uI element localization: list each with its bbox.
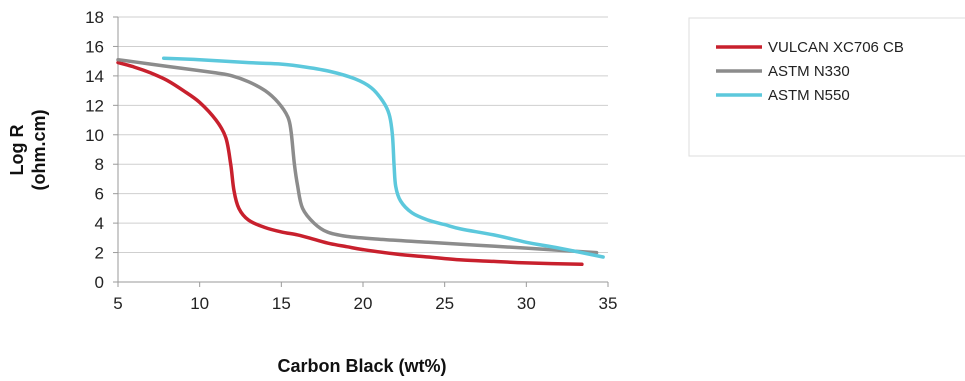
x-tick-label: 35 xyxy=(599,294,618,313)
y-tick-label: 14 xyxy=(85,67,104,86)
x-tick-label: 25 xyxy=(435,294,454,313)
series-line xyxy=(161,56,605,259)
legend-label: VULCAN XC706 CB xyxy=(768,39,904,56)
y-tick-labels: 0 2 4 6 8 10 12 14 16 18 xyxy=(85,8,104,292)
x-tick-label: 20 xyxy=(354,294,373,313)
legend-items: VULCAN XC706 CB ASTM N330 ASTM N550 xyxy=(716,39,904,104)
x-tick-label: 5 xyxy=(113,294,122,313)
y-tick-label: 0 xyxy=(95,273,104,292)
gridlines xyxy=(118,16,608,254)
y-tick-label: 6 xyxy=(95,185,104,204)
y-tick-label: 2 xyxy=(95,244,104,263)
y-tick-label: 18 xyxy=(85,8,104,27)
x-tick-label: 15 xyxy=(272,294,291,313)
x-tick-labels: 5 10 15 20 25 30 35 xyxy=(113,294,617,313)
y-tick-label: 16 xyxy=(85,37,104,56)
legend-label: ASTM N550 xyxy=(768,87,850,104)
y-tick-label: 8 xyxy=(95,155,104,174)
x-tick-label: 10 xyxy=(190,294,209,313)
y-axis-title-line1: Log R xyxy=(7,125,27,176)
y-tick-label: 12 xyxy=(85,96,104,115)
y-tick-label: 4 xyxy=(95,214,104,233)
series-line xyxy=(116,60,584,267)
x-axis-title: Carbon Black (wt%) xyxy=(277,356,446,376)
y-tick-label: 10 xyxy=(85,126,104,145)
legend-label: ASTM N330 xyxy=(768,63,850,80)
legend-box xyxy=(688,17,965,157)
series-line xyxy=(116,57,599,255)
legend: VULCAN XC706 CB ASTM N330 ASTM N550 xyxy=(688,17,965,157)
x-tick-label: 30 xyxy=(517,294,536,313)
y-axis-title-line2: (ohm.cm) xyxy=(29,109,49,190)
series-lines xyxy=(116,56,605,267)
